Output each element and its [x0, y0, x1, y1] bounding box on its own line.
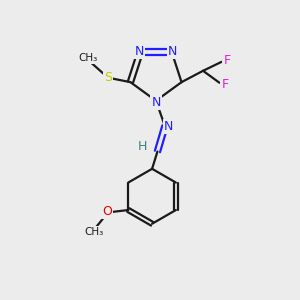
Text: H: H	[137, 140, 147, 153]
Text: N: N	[164, 120, 173, 133]
Text: N: N	[151, 96, 161, 109]
Text: CH₃: CH₃	[84, 226, 104, 236]
Text: N: N	[168, 45, 177, 58]
Text: F: F	[224, 54, 230, 67]
Text: CH₃: CH₃	[78, 53, 98, 63]
Text: S: S	[104, 71, 112, 84]
Text: N: N	[135, 45, 144, 58]
Text: O: O	[102, 205, 112, 218]
Text: F: F	[221, 78, 228, 91]
